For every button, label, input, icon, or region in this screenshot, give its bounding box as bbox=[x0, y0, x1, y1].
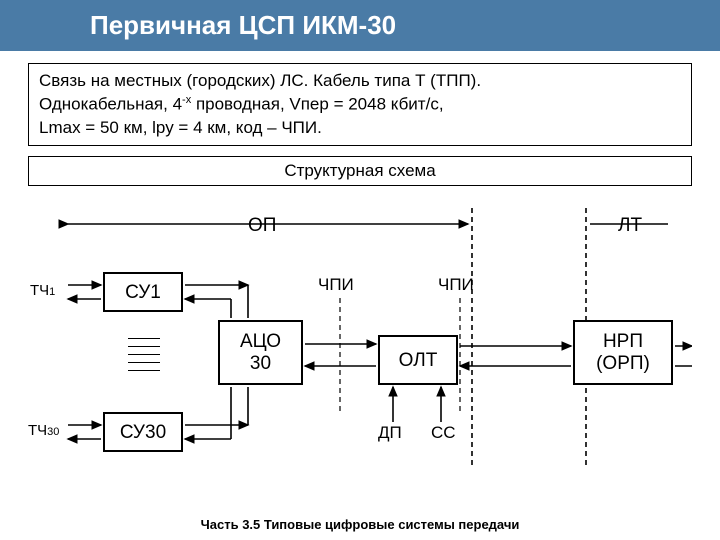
description-box: Связь на местных (городских) ЛС. Кабель … bbox=[28, 63, 692, 146]
label-tch30: ТЧ30 bbox=[28, 422, 59, 439]
label-chpi2: ЧПИ bbox=[438, 275, 474, 295]
label-ss: СС bbox=[431, 423, 456, 443]
label-dp: ДП bbox=[378, 423, 402, 443]
node-aco: АЦО 30 bbox=[218, 320, 303, 385]
node-nrp: НРП (ОРП) bbox=[573, 320, 673, 385]
label-op: ОП bbox=[248, 215, 276, 237]
section-label: Структурная схема bbox=[28, 156, 692, 186]
label-lt: ЛТ bbox=[618, 215, 642, 237]
block-diagram: СУ1 СУ30 АЦО 30 ОЛТ НРП (ОРП) ОП ЛТ ТЧ1 … bbox=[28, 190, 692, 490]
label-tch1: ТЧ1 bbox=[30, 282, 55, 299]
node-su1: СУ1 bbox=[103, 272, 183, 312]
title-bar: Первичная ЦСП ИКМ-30 bbox=[0, 0, 720, 51]
label-chpi1: ЧПИ bbox=[318, 275, 354, 295]
desc-line1: Связь на местных (городских) ЛС. Кабель … bbox=[39, 70, 681, 93]
page-title: Первичная ЦСП ИКМ-30 bbox=[90, 10, 396, 40]
footer-caption: Часть 3.5 Типовые цифровые системы перед… bbox=[0, 517, 720, 532]
desc-line2: Однокабельная, 4-х проводная, Vпер = 204… bbox=[39, 93, 681, 117]
node-olt: ОЛТ bbox=[378, 335, 458, 385]
node-su30: СУ30 bbox=[103, 412, 183, 452]
desc-line3: Lmax = 50 км, lру = 4 км, код – ЧПИ. bbox=[39, 117, 681, 140]
channel-stack-icon bbox=[128, 338, 160, 371]
